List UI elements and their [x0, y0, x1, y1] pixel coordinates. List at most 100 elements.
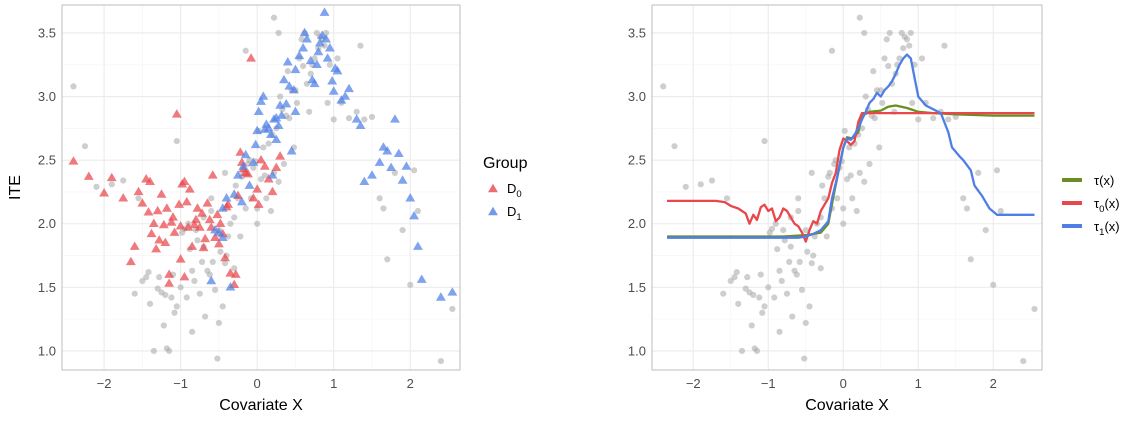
data-point-d0	[275, 151, 286, 160]
background-point	[293, 99, 301, 107]
background-point	[353, 108, 360, 115]
y-tick-label: 1.0	[628, 343, 646, 358]
background-point	[761, 137, 768, 145]
data-point-d1	[266, 129, 276, 138]
data-point-d1	[288, 85, 299, 94]
background-point	[828, 47, 836, 54]
data-point-d0	[174, 199, 185, 208]
data-point-d0	[223, 199, 234, 208]
background-point	[154, 285, 161, 292]
background-point	[299, 62, 307, 70]
background-point	[748, 322, 755, 329]
data-point-d1	[299, 27, 310, 37]
background-point	[120, 177, 127, 184]
data-point-d0	[184, 184, 195, 193]
background-point	[960, 195, 967, 202]
data-point-d0	[252, 184, 263, 193]
background-point	[231, 265, 238, 272]
background-point	[146, 300, 154, 307]
x-tick-label: 0	[254, 376, 261, 391]
data-point-d0	[187, 241, 198, 250]
background-point	[270, 14, 278, 21]
background-point	[254, 220, 261, 227]
background-point	[202, 313, 209, 320]
legend-label: D1	[507, 204, 522, 223]
data-point-d1	[367, 170, 377, 179]
background-point	[391, 169, 399, 176]
background-point	[357, 42, 364, 49]
background-point	[194, 237, 201, 244]
background-point	[131, 290, 138, 297]
background-point	[856, 14, 863, 21]
data-point-d1	[229, 189, 240, 198]
background-point	[843, 176, 851, 183]
data-point-d0	[133, 186, 144, 196]
background-point	[975, 169, 982, 176]
data-point-d1	[314, 37, 325, 47]
background-point	[275, 178, 282, 185]
background-point	[900, 45, 907, 52]
data-point-d1	[401, 161, 412, 170]
data-point-d1	[390, 114, 400, 123]
data-point-d0	[192, 203, 203, 212]
background-point	[753, 347, 761, 355]
background-point	[903, 36, 911, 43]
background-point	[260, 144, 267, 151]
data-point-d1	[397, 175, 408, 184]
background-point	[967, 256, 974, 263]
background-point	[861, 29, 868, 37]
data-point-d0	[191, 214, 201, 224]
data-point-d0	[175, 254, 186, 263]
y-tick-label: 2.5	[628, 153, 646, 168]
data-point-d0	[171, 109, 182, 118]
data-point-d0	[200, 233, 211, 243]
background-point	[407, 281, 414, 288]
data-point-d1	[290, 64, 301, 74]
legend: Group D0 D1	[483, 155, 528, 223]
background-point	[756, 294, 763, 301]
background-point	[840, 220, 847, 227]
background-point	[810, 252, 817, 259]
data-point-d1	[217, 203, 228, 212]
y-tick-label: 1.0	[38, 343, 56, 358]
data-point-d0	[246, 53, 256, 62]
legend-label: τ(x)	[1094, 173, 1114, 188]
background-point	[324, 99, 331, 107]
data-point-d1	[282, 57, 293, 66]
data-point-d0	[152, 205, 163, 215]
background-point	[787, 243, 794, 250]
data-point-d0	[146, 228, 157, 238]
background-point	[866, 160, 873, 168]
background-point	[208, 207, 215, 215]
x-tick-label: −2	[97, 376, 112, 391]
background-point	[723, 195, 731, 202]
data-point-d0	[106, 172, 117, 182]
legend-label: D0	[507, 181, 522, 200]
background-point	[847, 172, 854, 179]
background-point	[263, 195, 270, 202]
background-point	[768, 225, 776, 232]
background-point	[823, 233, 830, 240]
background-point	[765, 284, 772, 291]
data-point-d0	[68, 156, 79, 165]
background-point	[150, 347, 157, 355]
background-point	[990, 281, 997, 288]
data-point-d0	[248, 193, 259, 202]
data-point-d1	[252, 125, 263, 135]
data-point-d1	[386, 162, 397, 172]
background-point	[697, 181, 704, 188]
data-point-d1	[313, 46, 324, 56]
data-point-d1	[217, 232, 228, 241]
data-point-d0	[256, 154, 266, 164]
data-point-d1	[250, 139, 261, 149]
background-point	[708, 177, 716, 184]
series-line-2	[667, 53, 1035, 239]
data-point-d0	[183, 222, 194, 231]
data-point-d1	[351, 114, 362, 123]
background-point	[786, 258, 793, 265]
data-point-d0	[210, 232, 221, 241]
legend-label: τ1(x)	[1094, 219, 1120, 238]
data-point-d0	[202, 198, 213, 207]
background-point	[817, 265, 824, 272]
data-point-d0	[148, 218, 159, 227]
